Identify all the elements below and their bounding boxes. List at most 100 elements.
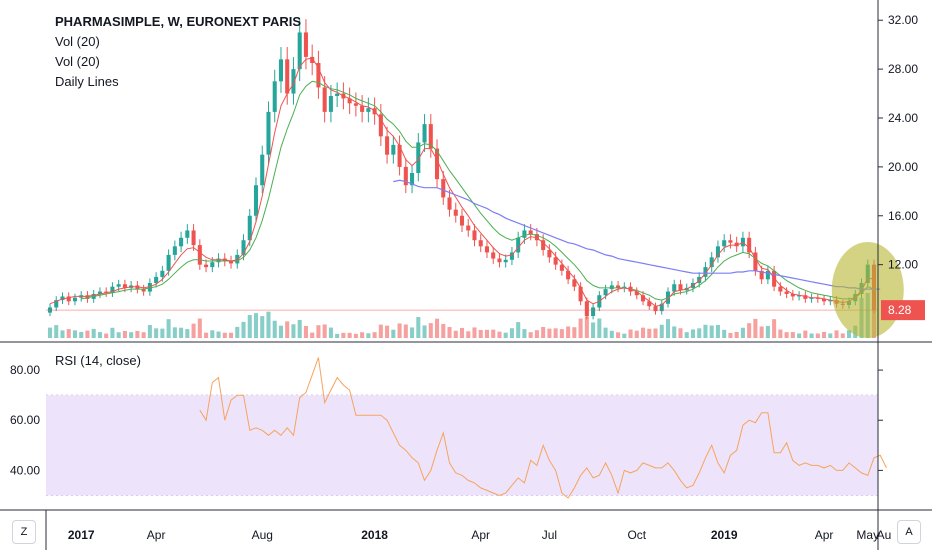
candle bbox=[360, 105, 365, 112]
candle bbox=[815, 297, 820, 299]
volume-bar bbox=[466, 331, 471, 338]
candle bbox=[322, 87, 327, 112]
x-tick-label: Aug bbox=[252, 528, 273, 542]
volume-bar bbox=[85, 330, 90, 338]
candle bbox=[703, 267, 708, 277]
auto-scale-button[interactable]: A bbox=[897, 520, 921, 544]
rsi-title[interactable]: RSI (14, close) bbox=[55, 353, 141, 368]
volume-bar bbox=[91, 328, 96, 338]
candle bbox=[72, 297, 77, 302]
volume-bar bbox=[122, 330, 127, 338]
candle bbox=[97, 291, 102, 294]
volume-bar bbox=[491, 329, 496, 338]
candle bbox=[547, 250, 552, 258]
price-badge-box bbox=[881, 300, 925, 321]
volume-bar bbox=[634, 330, 639, 338]
volume-bar bbox=[747, 323, 752, 338]
legend-indicator[interactable]: Daily Lines bbox=[55, 74, 119, 89]
volume-bar bbox=[54, 325, 59, 338]
volume-bar bbox=[497, 331, 502, 338]
candle bbox=[534, 234, 539, 241]
candle bbox=[447, 197, 452, 210]
volume-bar bbox=[459, 328, 465, 338]
volume-bar bbox=[135, 330, 140, 338]
volume-bar bbox=[753, 318, 758, 338]
rsi-tick-label: 60.00 bbox=[10, 413, 40, 427]
rsi-band bbox=[46, 395, 878, 496]
volume-bar bbox=[647, 328, 652, 338]
volume-bar bbox=[316, 325, 321, 338]
volume-bar bbox=[397, 323, 402, 338]
price-tick-label: 20.00 bbox=[888, 160, 918, 174]
candle bbox=[260, 154, 265, 186]
log-scale-button[interactable]: Z bbox=[12, 520, 36, 544]
candle bbox=[428, 124, 433, 149]
volume-bar bbox=[285, 321, 290, 338]
candle bbox=[709, 257, 714, 268]
candle bbox=[584, 301, 589, 316]
volume-bar bbox=[403, 324, 408, 338]
candle bbox=[278, 59, 283, 82]
candle bbox=[204, 264, 209, 268]
candle bbox=[528, 230, 533, 235]
volume-bar bbox=[778, 329, 783, 338]
volume-bar bbox=[728, 333, 733, 338]
volume-bar bbox=[772, 319, 777, 338]
candle bbox=[809, 297, 814, 299]
volume-bar bbox=[722, 329, 727, 338]
candle bbox=[85, 295, 90, 299]
candle bbox=[578, 286, 583, 302]
candle bbox=[747, 237, 752, 253]
ma-slow-line bbox=[81, 80, 875, 301]
volume-bar bbox=[291, 324, 296, 338]
volume-bar bbox=[478, 330, 483, 338]
volume-bar bbox=[154, 328, 159, 338]
candle bbox=[110, 286, 115, 293]
candle bbox=[385, 136, 390, 155]
volume-bar bbox=[503, 332, 508, 338]
volume-bar bbox=[235, 326, 240, 338]
x-tick-label: Au bbox=[877, 528, 892, 542]
candle bbox=[60, 296, 65, 301]
volume-bar bbox=[541, 327, 546, 338]
volume-bar bbox=[453, 330, 458, 338]
candle bbox=[303, 32, 308, 57]
price-badge: 8.28 bbox=[881, 300, 925, 321]
volume-bar bbox=[435, 318, 440, 338]
volume-bar bbox=[591, 322, 596, 338]
volume-bar bbox=[210, 330, 215, 338]
candle bbox=[266, 111, 271, 155]
candle bbox=[391, 144, 396, 155]
candle bbox=[247, 215, 252, 241]
candle bbox=[678, 284, 683, 291]
candle bbox=[803, 295, 808, 299]
volume-bar bbox=[328, 327, 333, 338]
rsi-tick-label: 40.00 bbox=[10, 463, 40, 477]
volume-bar bbox=[665, 319, 671, 338]
legend-symbol[interactable]: PHARMASIMPLE, W, EURONEXT PARIS bbox=[55, 14, 302, 29]
volume-bar bbox=[578, 318, 583, 338]
candle bbox=[422, 124, 427, 143]
volume-bar bbox=[79, 331, 84, 338]
candle bbox=[616, 285, 621, 288]
x-tick-label: May bbox=[856, 528, 879, 542]
x-tick-label: Apr bbox=[471, 528, 490, 542]
candle bbox=[497, 258, 502, 263]
volume-bar bbox=[47, 327, 53, 338]
volume-bar bbox=[416, 317, 421, 338]
volume-bar bbox=[303, 325, 308, 338]
volume-bar bbox=[160, 328, 165, 338]
volume-bar bbox=[60, 330, 65, 338]
candle bbox=[366, 108, 371, 112]
volume-bar bbox=[828, 333, 833, 338]
legend-indicator[interactable]: Vol (20) bbox=[55, 34, 100, 49]
volume-bar bbox=[553, 328, 558, 338]
candle bbox=[253, 185, 259, 216]
volume-bar bbox=[815, 333, 820, 338]
volume-bar bbox=[185, 329, 190, 338]
candle bbox=[316, 63, 321, 88]
candle bbox=[641, 295, 646, 302]
x-tick-label: Jul bbox=[542, 528, 557, 542]
legend-indicator[interactable]: Vol (20) bbox=[55, 54, 100, 69]
volume-bar bbox=[609, 330, 614, 338]
